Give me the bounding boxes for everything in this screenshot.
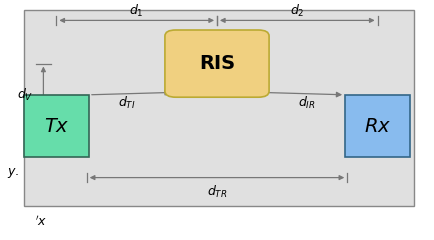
Text: $d_{TR}$: $d_{TR}$ xyxy=(207,184,227,200)
Text: $d_2$: $d_2$ xyxy=(290,3,305,19)
Text: $'x$: $'x$ xyxy=(35,215,47,229)
FancyBboxPatch shape xyxy=(165,30,269,97)
FancyBboxPatch shape xyxy=(24,95,89,157)
Text: $d_1$: $d_1$ xyxy=(129,3,144,19)
Text: $d_V$: $d_V$ xyxy=(17,87,33,103)
Text: $d_{IR}$: $d_{IR}$ xyxy=(298,95,316,111)
Text: $\mathit{Rx}$: $\mathit{Rx}$ xyxy=(364,116,391,136)
Text: $y.$: $y.$ xyxy=(7,166,20,180)
Text: RIS: RIS xyxy=(199,54,235,73)
Text: $\mathit{Tx}$: $\mathit{Tx}$ xyxy=(43,116,69,136)
Text: $d_{TI}$: $d_{TI}$ xyxy=(118,95,136,111)
FancyBboxPatch shape xyxy=(24,10,414,206)
FancyBboxPatch shape xyxy=(345,95,410,157)
